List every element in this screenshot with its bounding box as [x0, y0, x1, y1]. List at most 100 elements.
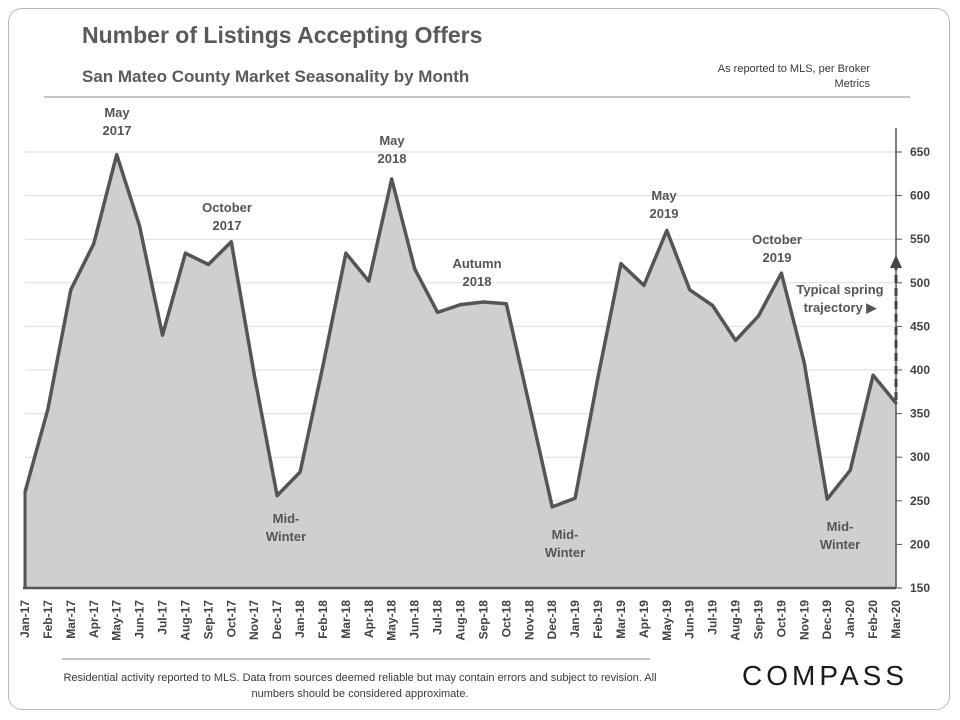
y-tick-label: 550: [910, 232, 930, 246]
data-point: [183, 251, 187, 255]
x-tick-label: Dec-17: [270, 600, 284, 640]
data-point: [711, 303, 715, 307]
data-point: [802, 361, 806, 365]
data-point: [459, 303, 462, 307]
x-tick-label: Mar-17: [64, 600, 78, 639]
y-tick-label: 300: [910, 450, 930, 464]
y-tick-label: 150: [910, 581, 930, 595]
x-tick-label: May-17: [110, 600, 124, 641]
annotation-line: October: [752, 232, 802, 247]
compass-logo: COMPASS: [742, 660, 908, 691]
trajectory-arrowhead: [890, 255, 902, 268]
data-point: [550, 505, 554, 509]
y-tick-label: 500: [910, 276, 930, 290]
data-point: [206, 262, 210, 266]
data-point: [665, 228, 669, 232]
annotation-line: Winter: [266, 529, 306, 544]
annotation-line: 2019: [650, 206, 679, 221]
annotation-label: Mid- Winter: [266, 511, 306, 544]
x-tick-label: Jun-18: [408, 600, 422, 639]
annotation-label: May 2017: [103, 105, 132, 138]
x-tick-label: Jan-20: [843, 600, 857, 638]
x-tick-label: Mar-19: [614, 600, 628, 639]
x-tick-label: Jul-19: [706, 600, 720, 635]
annotation-line: Mid-: [552, 527, 579, 542]
annotation-line: Winter: [820, 537, 860, 552]
annotation-label: October 2019: [752, 232, 802, 265]
data-point: [688, 288, 692, 292]
data-point: [252, 372, 256, 376]
data-point: [92, 242, 96, 246]
annotation-line: October: [202, 200, 252, 215]
data-point: [734, 338, 738, 342]
x-tick-label: Aug-19: [729, 600, 743, 641]
x-tick-label: Mar-18: [339, 600, 353, 639]
x-tick-label: Dec-19: [820, 600, 834, 640]
annotation-label: May 2019: [650, 188, 679, 221]
x-tick-label: Sep-19: [751, 600, 765, 640]
data-point: [504, 302, 508, 306]
annotation-label: May 2018: [378, 133, 407, 166]
annotation-line: 2018: [378, 151, 407, 166]
data-point: [367, 279, 371, 283]
x-tick-label: Jan-19: [568, 600, 582, 638]
area-layer: [23, 152, 898, 588]
annotation-line: Winter: [545, 545, 585, 560]
annotation-line: Mid-: [273, 511, 300, 526]
annotation-line: May: [104, 105, 130, 120]
annotation-line: Mid-: [827, 519, 854, 534]
x-tick-label: Jul-18: [431, 600, 445, 635]
x-tick-label: Mar-20: [889, 600, 903, 639]
y-tick-label: 600: [910, 189, 930, 203]
x-tick-label: Jun-19: [683, 600, 697, 639]
data-point: [481, 300, 485, 304]
annotation-line: 2018: [463, 274, 492, 289]
annotation-line: 2017: [103, 123, 132, 138]
y-tick-label: 400: [910, 363, 930, 377]
data-point: [138, 224, 142, 228]
annotation-line: trajectory ▶: [804, 300, 878, 315]
data-point: [275, 494, 279, 498]
data-point: [642, 283, 646, 287]
data-point: [23, 490, 27, 494]
annotation-line: May: [379, 133, 405, 148]
data-point: [436, 310, 440, 314]
x-tick-label: May-18: [385, 600, 399, 641]
data-point: [413, 267, 417, 271]
x-tick-label: Oct-19: [774, 600, 788, 638]
y-tick-label: 350: [910, 407, 930, 421]
x-tick-label: Feb-20: [866, 600, 880, 639]
data-point: [229, 240, 233, 244]
data-point: [573, 496, 577, 500]
annotation-line: 2017: [213, 218, 242, 233]
x-tick-label: Sep-17: [201, 600, 215, 640]
x-tick-label: May-19: [660, 600, 674, 641]
x-tick-label: Aug-18: [454, 600, 468, 641]
x-tick-label: Feb-19: [591, 600, 605, 639]
y-tick-label: 650: [910, 145, 930, 159]
x-tick-label: Oct-17: [224, 600, 238, 638]
data-point: [161, 333, 165, 337]
data-point: [779, 271, 783, 275]
annotation-label: Typical spring trajectory ▶: [796, 282, 883, 315]
data-point: [390, 177, 394, 181]
chart-title: Number of Listings Accepting Offers: [82, 22, 483, 48]
data-point: [321, 364, 325, 368]
annotation-line: 2019: [763, 250, 792, 265]
x-tick-label: Aug-17: [178, 600, 192, 641]
x-tick-label: Apr-17: [87, 600, 101, 638]
x-tick-label: Jul-17: [156, 600, 170, 635]
data-point: [298, 470, 302, 474]
annotation-label: Mid- Winter: [545, 527, 585, 560]
annotation-layer: May 2017 October 2017 May 2018 Autumn 2018 May 20…: [103, 105, 902, 560]
annotation-label: Mid- Winter: [820, 519, 860, 552]
x-tick-label: Sep-18: [476, 600, 490, 640]
data-point: [848, 468, 852, 472]
y-tick-label: 200: [910, 537, 930, 551]
area-fill: [25, 154, 896, 588]
x-tick-label: Nov-18: [522, 600, 536, 640]
x-tick-label: Jun-17: [133, 600, 147, 639]
axis-layer: 150 200 250 300 350 400 450 500 550 600 650 Jan-17 F…: [18, 128, 930, 641]
x-tick-label: Nov-17: [247, 600, 261, 640]
